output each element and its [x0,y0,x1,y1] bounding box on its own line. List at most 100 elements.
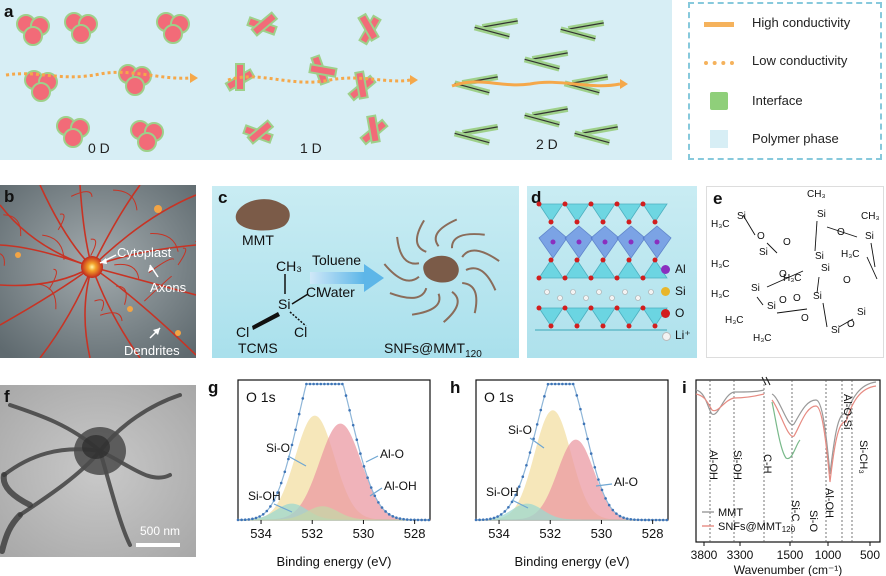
sheet-edge [561,29,596,38]
rod-cluster [349,10,386,48]
raw-data-point [392,515,395,518]
silicon-atom-label: Si [831,325,840,336]
raw-data-point [417,519,420,522]
raw-data-point [640,519,643,522]
raw-data-point [565,383,568,386]
chemical-bond [823,303,827,327]
raw-data-point [291,444,294,447]
peak-label-si-oh: Si-OH [248,489,281,503]
peak-annotation-arrow [366,456,378,462]
oxygen-atom [575,258,580,263]
raw-data-point [612,509,615,512]
raw-data-point [338,383,341,386]
lithium-ion [623,290,628,295]
panel-c: c MMT CH₃ Si Cl Cl Cl TCMS Toluene Water… [212,186,519,358]
chemical-bond [743,215,755,235]
sio4-tetrahedron [539,260,563,278]
raw-data-point [381,506,384,509]
lithium-ion [558,296,563,301]
oxygen-atom [575,324,580,329]
silicone-nanofilament [417,220,426,252]
group-label: H₃C [711,289,730,300]
oxygen-atom [653,258,658,263]
label-2d: 2 D [536,136,558,152]
group-label: H₃C [711,219,730,230]
nanoparticle [32,83,50,101]
reaction-arrow-icon [310,272,364,284]
chart-title: O 1s [484,389,514,405]
silicone-nanofilament [390,288,426,298]
fitted-peak-al-o [238,424,430,520]
raw-data-point [637,519,640,522]
raw-data-point [504,510,507,513]
raw-data-point [309,383,312,386]
group-label: H₃C [711,259,730,270]
x-tick-label: 528 [404,526,426,541]
raw-data-point [320,383,323,386]
mmt-crystal-structure [527,186,697,358]
sheet-edge [455,133,490,142]
raw-data-point [370,486,373,489]
silicone-nanofilament [397,237,419,264]
raw-data-point [348,409,351,412]
x-tick-label: 3800 [691,548,718,562]
x-axis-label: Binding energy (eV) [277,554,392,569]
raw-data-point [590,452,593,455]
raw-data-point [633,518,636,521]
tcms-label: TCMS [238,340,278,356]
raw-data-point [622,516,625,519]
x-tick-label: 500 [860,548,880,562]
raw-data-point [583,423,586,426]
rod-cluster [305,51,339,86]
raw-data-point [248,518,251,521]
raw-data-point [576,394,579,397]
oxygen-atom [653,324,658,329]
raw-data-point [486,518,489,521]
sio4-tetrahedron [617,204,641,222]
raw-data-point [302,397,305,400]
aluminium-atom [551,240,556,245]
oxygen-atom [615,306,620,311]
legend-item-high: High conductivity [690,14,884,34]
silicon-atom-label: Si [815,251,824,262]
lithium-ion [610,296,615,301]
rod-cluster [353,111,391,149]
band-label: Si-CH₃ [857,440,869,474]
silicone-nanofilament [444,292,458,322]
band-label: Al-OH [707,450,719,480]
interface-swatch-icon [710,92,728,110]
peak-label-al-o: Al-O [614,475,638,489]
group-label: H₃C [753,333,772,344]
raw-data-point [374,494,377,497]
raw-data-point [529,451,532,454]
nanoparticle [24,27,42,45]
dotted-line-icon [704,61,734,65]
silicon-atom-label: Si [857,307,866,318]
raw-data-point [658,519,661,522]
oxygen-atom [627,258,632,263]
x-axis-label: Wavenumber (cm⁻¹) [734,563,843,576]
silicon-atom-label: Si [759,247,768,258]
raw-data-point [356,438,359,441]
raw-data-point [312,383,315,386]
chemical-bond [871,243,875,267]
x-tick-label: 1000 [815,548,842,562]
raw-data-point [384,510,387,513]
x-tick-label: 534 [250,526,272,541]
raw-data-point [619,515,622,518]
x-tick-label: 1500 [777,548,804,562]
raw-data-point [500,513,503,516]
legend-a: High conductivity Low conductivity Inter… [688,2,882,160]
legend-label-snfs: SNFs@MMT120 [718,521,796,534]
group-label: O [783,237,791,248]
water-label: Water [318,284,355,300]
panel-a: a 0 D 1 D 2 D High conductivity Low cond… [0,0,886,165]
x-tick-label: 532 [539,526,561,541]
sio4-tetrahedron [565,260,589,278]
x-tick-label: 3300 [727,548,754,562]
cl-label-2: Cl [236,324,249,340]
oxygen-atom [537,276,542,281]
raw-data-point [280,482,283,485]
toluene-label: Toluene [312,252,361,268]
silicon-atom-label: Si [865,231,874,242]
